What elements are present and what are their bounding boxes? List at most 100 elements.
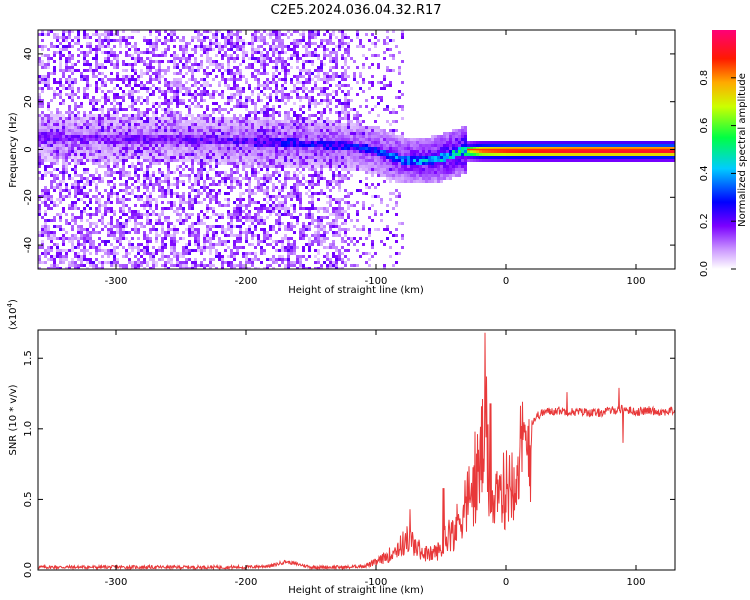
- spectrogram-cell: [44, 150, 47, 153]
- spectrogram-cell: [269, 162, 272, 165]
- spectrogram-cell: [287, 213, 290, 216]
- spectrogram-cell: [158, 195, 161, 198]
- spectrogram-cell: [158, 117, 161, 120]
- spectrogram-cell: [194, 231, 197, 234]
- spectrogram-cell: [149, 222, 152, 225]
- spectrogram-cell: [38, 114, 41, 117]
- spectrogram-cell: [62, 102, 65, 105]
- spectrogram-cell: [113, 141, 116, 144]
- spectrogram-cell: [254, 144, 257, 147]
- spectrogram-cell: [317, 87, 320, 90]
- spectrogram-cell: [317, 231, 320, 234]
- spectrogram-cell: [245, 213, 248, 216]
- spectrogram-cell: [206, 36, 209, 39]
- spectrogram-cell: [278, 255, 281, 258]
- spectrogram-cell: [155, 177, 158, 180]
- spectrogram-cell: [122, 141, 125, 144]
- spectrogram-cell: [107, 198, 110, 201]
- spectrogram-cell: [224, 51, 227, 54]
- spectrogram-cell: [200, 147, 203, 150]
- spectrogram-cell: [257, 93, 260, 96]
- spectrogram-cell: [203, 213, 206, 216]
- spectrogram-cell: [314, 84, 317, 87]
- spectrogram-cell: [200, 159, 203, 162]
- spectrogram-cell: [41, 120, 44, 123]
- spectrogram-cell: [113, 153, 116, 156]
- spectrogram-cell: [209, 96, 212, 99]
- spectrogram-cell: [236, 93, 239, 96]
- spectrogram-cell: [302, 174, 305, 177]
- spectrogram-cell: [323, 147, 326, 150]
- spectrogram-cell: [71, 93, 74, 96]
- spectrogram-cell: [254, 159, 257, 162]
- spectrogram-cell: [92, 114, 95, 117]
- spectrogram-cell: [200, 60, 203, 63]
- spectrogram-cell: [302, 60, 305, 63]
- spectrogram-cell: [239, 180, 242, 183]
- spectrogram-cell: [302, 165, 305, 168]
- spectrogram-cell: [155, 30, 158, 33]
- spectrogram-cell: [89, 69, 92, 72]
- spectrogram-cell: [257, 117, 260, 120]
- spectrogram-cell: [224, 153, 227, 156]
- spectrogram-cell: [251, 150, 254, 153]
- spectrogram-cell: [167, 117, 170, 120]
- spectrogram-cell: [245, 156, 248, 159]
- spectrogram-cell: [50, 267, 53, 269]
- spectrogram-cell: [41, 117, 44, 120]
- spectrogram-cell: [281, 69, 284, 72]
- spectrogram-cell: [53, 204, 56, 207]
- spectrogram-cell: [320, 93, 323, 96]
- spectrogram-cell: [203, 162, 206, 165]
- spectrogram-cell: [269, 147, 272, 150]
- spectrogram-cell: [248, 252, 251, 255]
- spectrogram-cell: [92, 105, 95, 108]
- spectrogram-cell: [83, 177, 86, 180]
- spectrogram-cell: [170, 156, 173, 159]
- spectrogram-cell: [146, 102, 149, 105]
- spectrogram-cell: [191, 93, 194, 96]
- spectrogram-cell: [62, 168, 65, 171]
- spectrogram-cell: [38, 123, 41, 126]
- spectrogram-cell: [191, 138, 194, 141]
- spectrogram-cell: [80, 135, 83, 138]
- spectrogram-cell: [65, 195, 68, 198]
- spectrogram-cell: [167, 45, 170, 48]
- spectrogram-cell: [113, 150, 116, 153]
- spectrogram-cell: [74, 180, 77, 183]
- spectrogram-cell: [152, 258, 155, 261]
- spectrogram-cell: [287, 57, 290, 60]
- spectrogram-cell: [317, 33, 320, 36]
- spectrogram-cell: [227, 186, 230, 189]
- spectrogram-cell: [308, 144, 311, 147]
- spectrogram-cell: [62, 132, 65, 135]
- spectrogram-cell: [320, 147, 323, 150]
- spectrogram-cell: [137, 231, 140, 234]
- spectrogram-cell: [206, 204, 209, 207]
- spectrogram-cell: [152, 42, 155, 45]
- spectrogram-cell: [203, 111, 206, 114]
- spectrogram-cell: [62, 30, 65, 33]
- spectrogram-cell: [278, 42, 281, 45]
- spectrogram-cell: [299, 117, 302, 120]
- spectrogram-cell: [185, 261, 188, 264]
- spectrogram-cell: [245, 204, 248, 207]
- spectrogram-cell: [86, 117, 89, 120]
- spectrogram-cell: [278, 60, 281, 63]
- spectrogram-cell: [59, 192, 62, 195]
- spectrogram-cell: [104, 120, 107, 123]
- spectrogram-cell: [260, 54, 263, 57]
- spectrogram-cell: [167, 138, 170, 141]
- spectrogram-cell: [128, 48, 131, 51]
- spectrogram-cell: [116, 147, 119, 150]
- spectrogram-cell: [101, 81, 104, 84]
- spectrogram-cell: [302, 135, 305, 138]
- spectrogram-cell: [188, 213, 191, 216]
- spectrogram-cell: [131, 210, 134, 213]
- spectrogram-cell: [68, 264, 71, 267]
- spectrogram-cell: [122, 210, 125, 213]
- spectrogram-cell: [311, 102, 314, 105]
- spectrogram-cell: [149, 213, 152, 216]
- spectrogram-cell: [146, 96, 149, 99]
- spectrogram-cell: [239, 141, 242, 144]
